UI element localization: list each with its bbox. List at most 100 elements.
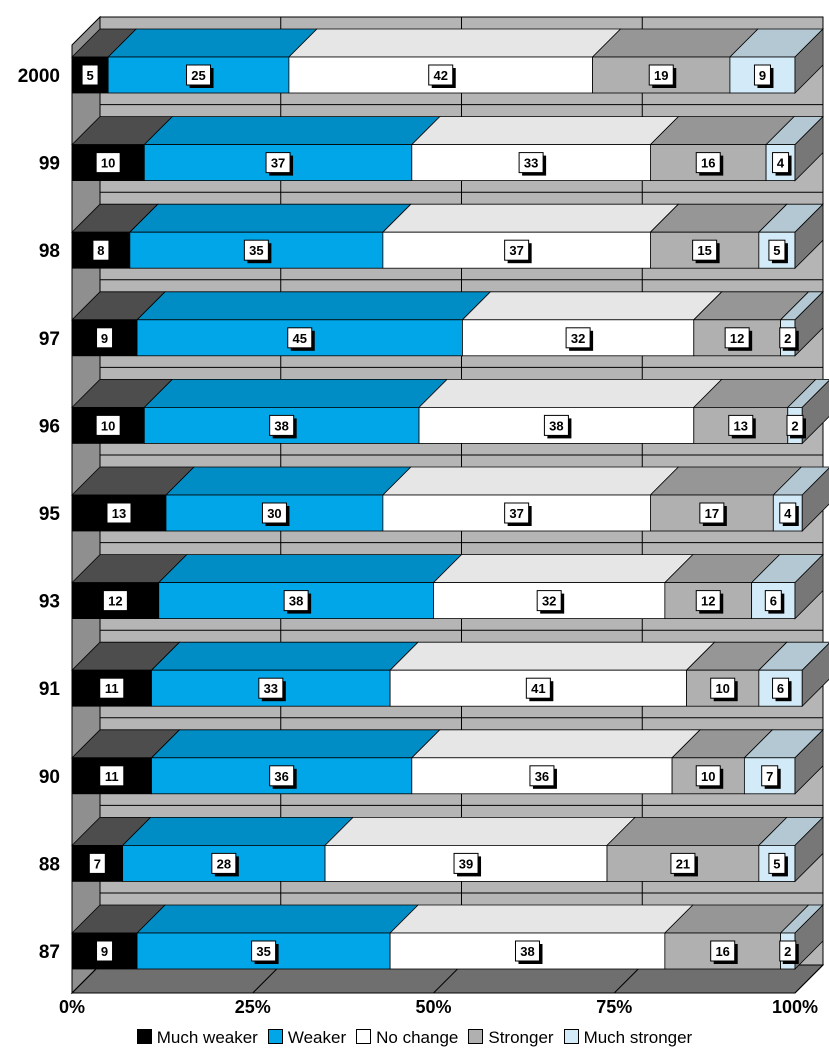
data-label: 2 [791,418,798,433]
data-label-box [768,852,786,874]
floor-gridline [613,964,643,994]
data-label-box [786,414,804,436]
bar-top [136,291,492,321]
data-label-box [186,64,212,86]
data-label: 12 [108,594,122,609]
floor-gridline [71,964,101,994]
data-label: 38 [289,594,303,609]
data-label-box [99,677,125,699]
data-label-box [287,327,313,349]
legend-label: Stronger [488,1028,554,1047]
data-label: 9 [101,331,108,346]
data-label-box [261,502,287,524]
data-label-box [99,765,125,787]
data-label: 9 [759,68,766,83]
data-label: 12 [701,594,715,609]
data-label-box [95,152,121,174]
bar-top [150,729,441,759]
legend: Much weaker Weaker No change Stronger Much s… [0,1028,829,1048]
bar-group-87: 9 35 38 16 2 [71,904,824,970]
data-label: 5 [773,243,780,258]
data-label: 21 [676,856,690,871]
data-label: 28 [217,856,231,871]
legend-label: Weaker [287,1028,347,1047]
data-label-box [670,852,696,874]
data-label: 36 [535,769,549,784]
data-label: 11 [105,769,119,784]
data-label: 38 [549,418,563,433]
data-label: 36 [274,769,288,784]
x-tick-label: 100% [772,997,818,1017]
bar-top [389,641,716,671]
x-tick-label: 50% [415,997,451,1017]
data-label: 10 [101,418,115,433]
bar-top [143,116,441,146]
data-label: 38 [520,944,534,959]
bar-top [121,817,355,846]
bar-right-face [801,467,829,532]
category-label: 99 [39,154,60,175]
legend-item: Weaker [267,1028,347,1048]
category-label: 2000 [18,66,60,87]
data-label: 37 [509,243,523,258]
legend-label: No change [376,1028,459,1047]
data-label-box [106,502,132,524]
data-label: 30 [267,506,281,521]
legend-item: Stronger [468,1028,554,1048]
data-label-box [779,502,797,524]
data-label: 37 [271,156,285,171]
data-label: 35 [249,243,263,258]
data-label-box [543,414,569,436]
bar-group-98: 8 35 37 15 5 [71,203,824,270]
legend-label: Much stronger [583,1028,693,1047]
bar-right-face [794,728,824,795]
data-label-box [764,590,782,612]
data-label-box [258,677,284,699]
category-label: 91 [39,679,61,700]
bar-right-face [794,115,824,182]
data-label-box [772,677,790,699]
data-label-box [504,502,530,524]
data-label: 33 [264,681,278,696]
bar-right-face [794,553,824,620]
legend-item: Much weaker [136,1028,258,1048]
data-label: 38 [274,418,288,433]
data-label-box [269,765,295,787]
data-label-box [251,940,277,962]
data-label-box [724,327,750,349]
data-label: 8 [97,243,104,258]
category-label: 98 [39,241,60,262]
data-label-box [96,327,114,349]
data-label: 15 [697,243,711,258]
bar-top [591,28,759,58]
bar-group-93: 12 38 32 12 6 [71,553,824,620]
data-label-box [269,414,295,436]
data-label: 33 [524,156,538,171]
bar-top [136,904,420,934]
data-label: 16 [715,944,729,959]
data-label-box [753,64,771,86]
bar-group-2000: 5 25 42 19 9 [71,28,824,94]
bar-group-99: 10 37 33 16 4 [71,115,824,182]
data-label-box [92,239,110,261]
floor-gridline [252,964,282,994]
category-label: 90 [39,767,60,788]
x-tick-label: 75% [596,997,632,1017]
bar-top [381,466,680,496]
bar-top [432,554,694,583]
bar-right-face [794,28,824,94]
floor-gridline [794,964,824,994]
data-label: 41 [531,681,545,696]
data-label: 5 [773,856,780,871]
x-tick-label: 25% [235,997,271,1017]
bar-top [324,817,636,846]
data-label: 10 [701,769,715,784]
data-label: 2 [784,944,791,959]
data-label: 2 [784,331,791,346]
data-label-box [95,414,121,436]
data-label: 9 [101,944,108,959]
data-label-box [772,152,790,174]
legend-swatch [267,1029,283,1044]
category-label: 95 [39,504,61,525]
